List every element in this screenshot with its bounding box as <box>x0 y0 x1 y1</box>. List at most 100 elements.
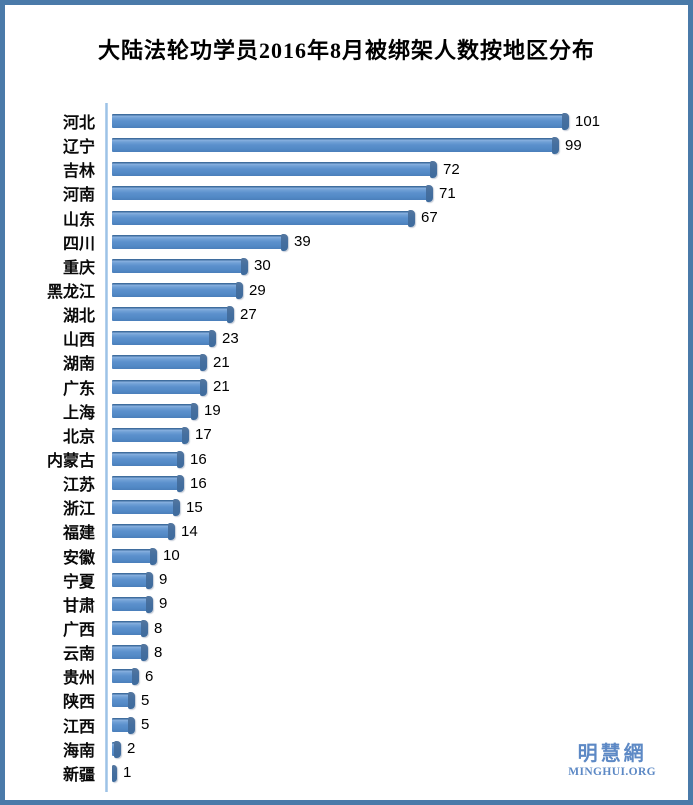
bar <box>112 330 216 348</box>
chart-row: 江西 5 <box>5 713 682 737</box>
y-axis-line <box>105 103 108 792</box>
chart-row: 内蒙古 16 <box>5 447 682 471</box>
chart-row: 辽宁 99 <box>5 133 682 157</box>
value-label: 2 <box>127 740 136 758</box>
bar <box>112 668 139 686</box>
chart-row: 安徽 10 <box>5 544 682 568</box>
minghui-watermark: 明慧網 MINGHUI.ORG <box>568 743 656 779</box>
value-label: 14 <box>181 522 198 540</box>
value-label: 29 <box>249 281 266 299</box>
bar <box>112 571 153 589</box>
value-label: 72 <box>443 160 460 178</box>
value-label: 67 <box>421 209 438 227</box>
chart-row: 海南 2 <box>5 737 682 761</box>
watermark-latin: MINGHUI.ORG <box>568 766 656 778</box>
watermark-chinese: 明慧網 <box>577 743 647 765</box>
chart-row: 甘肃 9 <box>5 592 682 616</box>
category-label: 四川 <box>62 235 95 253</box>
category-label: 陕西 <box>62 694 95 712</box>
value-label: 39 <box>294 233 311 251</box>
value-label: 16 <box>190 450 207 468</box>
category-label: 甘肃 <box>62 597 95 615</box>
value-label: 8 <box>154 619 163 637</box>
bar <box>112 113 569 131</box>
bar <box>112 185 433 203</box>
bar <box>112 716 135 734</box>
value-label: 19 <box>204 402 221 420</box>
chart-row: 云南 8 <box>5 640 682 664</box>
category-label: 云南 <box>62 646 95 664</box>
bar <box>112 257 248 275</box>
category-label: 内蒙古 <box>46 453 95 471</box>
bar <box>112 306 234 324</box>
chart-row: 山西 23 <box>5 326 682 350</box>
value-label: 27 <box>240 305 257 323</box>
value-label: 1 <box>123 764 132 782</box>
value-label: 21 <box>213 353 230 371</box>
category-label: 吉林 <box>62 163 95 181</box>
bar-chart: 河北 101 辽宁 99 吉林 72 河南 71 山东 67 四川 39 重庆 30 黑龙江 29 湖北 27 山西… <box>5 103 682 792</box>
chart-row: 河北 101 <box>5 109 682 133</box>
bar <box>112 161 437 179</box>
category-label: 贵州 <box>62 670 95 688</box>
bar <box>112 740 121 758</box>
chart-title: 大陆法轮功学员2016年8月被绑架人数按地区分布 <box>97 38 595 63</box>
value-label: 16 <box>190 474 207 492</box>
bar <box>112 692 135 710</box>
chart-row: 黑龙江 29 <box>5 278 682 302</box>
bar <box>112 354 207 372</box>
category-label: 山东 <box>62 211 95 229</box>
bar <box>112 764 117 782</box>
chart-row: 吉林 72 <box>5 157 682 181</box>
chart-row: 河南 71 <box>5 181 682 205</box>
chart-row: 新疆 1 <box>5 761 682 785</box>
chart-row: 湖南 21 <box>5 350 682 374</box>
bar <box>112 451 184 469</box>
bar <box>112 523 175 541</box>
value-label: 99 <box>565 136 582 154</box>
category-label: 广西 <box>62 622 95 640</box>
category-label: 浙江 <box>62 501 95 519</box>
chart-row: 湖北 27 <box>5 302 682 326</box>
category-label: 河南 <box>62 187 95 205</box>
value-label: 101 <box>575 112 601 130</box>
bar <box>112 620 148 638</box>
chart-row: 广东 21 <box>5 375 682 399</box>
bar <box>112 475 184 493</box>
value-label: 5 <box>141 716 150 734</box>
bar <box>112 233 288 251</box>
category-label: 北京 <box>62 428 95 446</box>
bar <box>112 426 189 444</box>
bar <box>112 402 198 420</box>
category-label: 上海 <box>62 404 95 422</box>
category-label: 黑龙江 <box>46 284 95 302</box>
category-label: 宁夏 <box>62 573 95 591</box>
category-label: 山西 <box>62 332 95 350</box>
bar <box>112 282 243 300</box>
bar <box>112 595 153 613</box>
chart-row: 陕西 5 <box>5 688 682 712</box>
value-label: 30 <box>254 257 271 275</box>
category-label: 辽宁 <box>62 139 95 157</box>
chart-row: 广西 8 <box>5 616 682 640</box>
bar <box>112 499 180 517</box>
bar <box>112 644 148 662</box>
category-label: 海南 <box>62 742 95 760</box>
chart-row: 重庆 30 <box>5 254 682 278</box>
value-label: 8 <box>154 643 163 661</box>
category-label: 新疆 <box>62 766 95 784</box>
chart-row: 上海 19 <box>5 399 682 423</box>
chart-row: 四川 39 <box>5 230 682 254</box>
chart-row: 贵州 6 <box>5 664 682 688</box>
category-label: 重庆 <box>62 259 95 277</box>
category-label: 安徽 <box>62 549 95 567</box>
value-label: 71 <box>439 184 456 202</box>
chart-row: 宁夏 9 <box>5 568 682 592</box>
value-label: 9 <box>159 595 168 613</box>
chart-row: 福建 14 <box>5 519 682 543</box>
value-label: 5 <box>141 691 150 709</box>
category-label: 江苏 <box>62 477 95 495</box>
value-label: 21 <box>213 378 230 396</box>
bar <box>112 209 415 227</box>
